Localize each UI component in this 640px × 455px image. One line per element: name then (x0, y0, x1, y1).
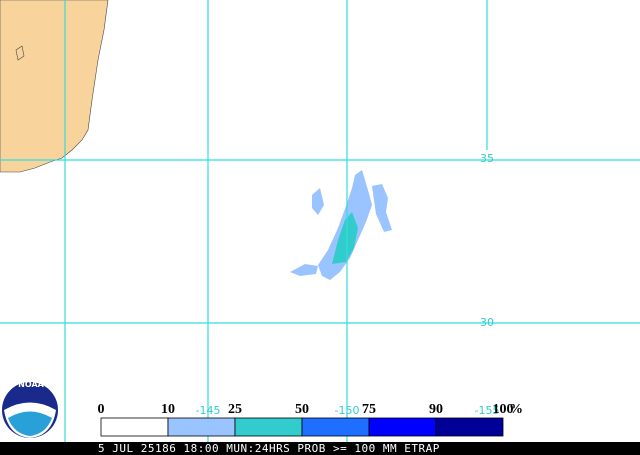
legend-label: 75 (362, 402, 376, 417)
precip-area (332, 212, 358, 264)
legend-swatch (234, 417, 303, 437)
precip-area (372, 184, 392, 232)
logo: NOAA (2, 380, 58, 438)
logo-text: NOAA (18, 380, 44, 389)
land (0, 0, 109, 173)
lat-label: 35 (480, 152, 494, 165)
caption: 5 JUL 25186 18:00 MUN:24HRS PROB >= 100 … (98, 442, 440, 455)
lon-label: -150 (335, 404, 360, 417)
logo-sea (8, 411, 52, 436)
legend-swatch (368, 417, 437, 437)
legend-swatch (100, 417, 169, 437)
lat-label: 30 (480, 316, 494, 329)
graticule (0, 0, 640, 442)
legend-label: 90 (429, 402, 443, 417)
legend-swatch (301, 417, 370, 437)
precip (290, 170, 392, 280)
precip-area (290, 264, 318, 276)
lon-label: -155 (475, 404, 500, 417)
legend-label: 25 (228, 402, 242, 417)
land (15, 45, 25, 61)
legend-label: 0 (98, 402, 105, 417)
caption-bar (0, 442, 640, 455)
legend-swatch (167, 417, 236, 437)
precip-area (312, 188, 324, 215)
lon-label: -145 (196, 404, 221, 417)
legend-label: 100 (493, 402, 514, 417)
legend: 0 10 25 50 75 90 100% (98, 402, 523, 437)
legend-label: 10 (161, 402, 175, 417)
legend-swatch (435, 417, 504, 437)
legend-unit: % (509, 402, 523, 417)
legend-label: 50 (295, 402, 309, 417)
